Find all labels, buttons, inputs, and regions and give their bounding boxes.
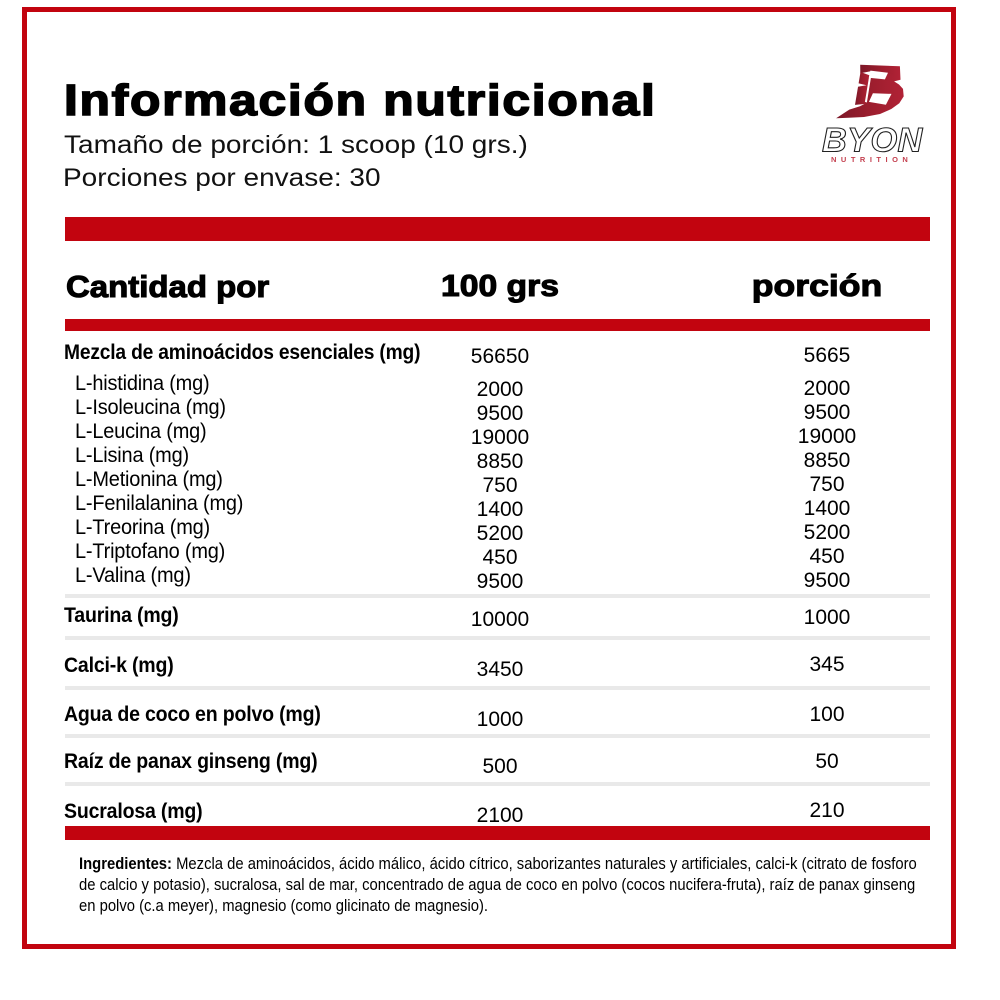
svg-text:NUTRITION: NUTRITION [831,155,912,164]
svg-text:BYON: BYON [822,122,924,160]
